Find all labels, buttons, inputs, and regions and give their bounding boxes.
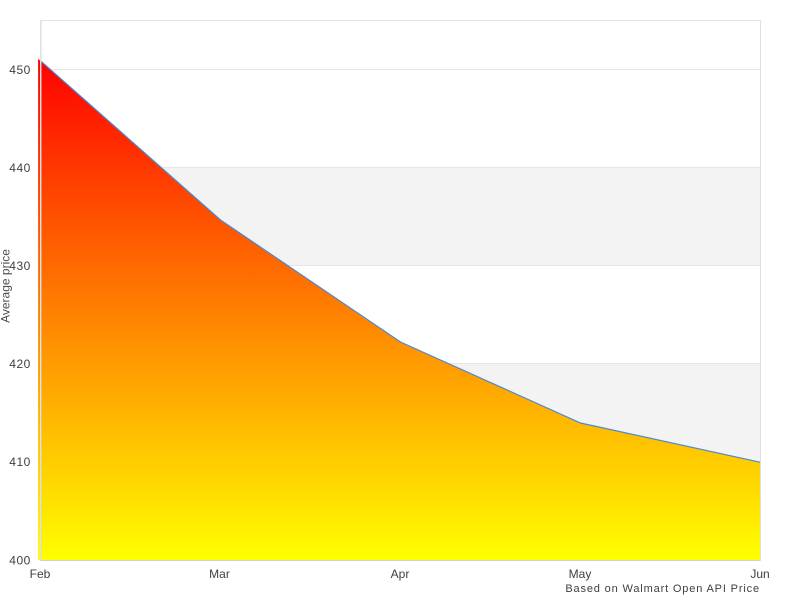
svg-text:Apr: Apr — [391, 567, 410, 581]
svg-text:Based on Walmart Open API Pric: Based on Walmart Open API Price — [565, 583, 760, 595]
svg-text:430: 430 — [9, 259, 31, 273]
svg-text:400: 400 — [9, 554, 31, 568]
svg-text:Feb: Feb — [30, 567, 51, 581]
svg-text:Mar: Mar — [209, 567, 230, 581]
svg-text:May: May — [569, 567, 592, 581]
svg-text:420: 420 — [9, 357, 31, 371]
svg-text:440: 440 — [9, 161, 31, 175]
svg-text:Jun: Jun — [750, 567, 769, 581]
svg-text:410: 410 — [9, 455, 31, 469]
svg-text:Average price: Average price — [0, 249, 13, 323]
svg-text:450: 450 — [9, 63, 31, 77]
